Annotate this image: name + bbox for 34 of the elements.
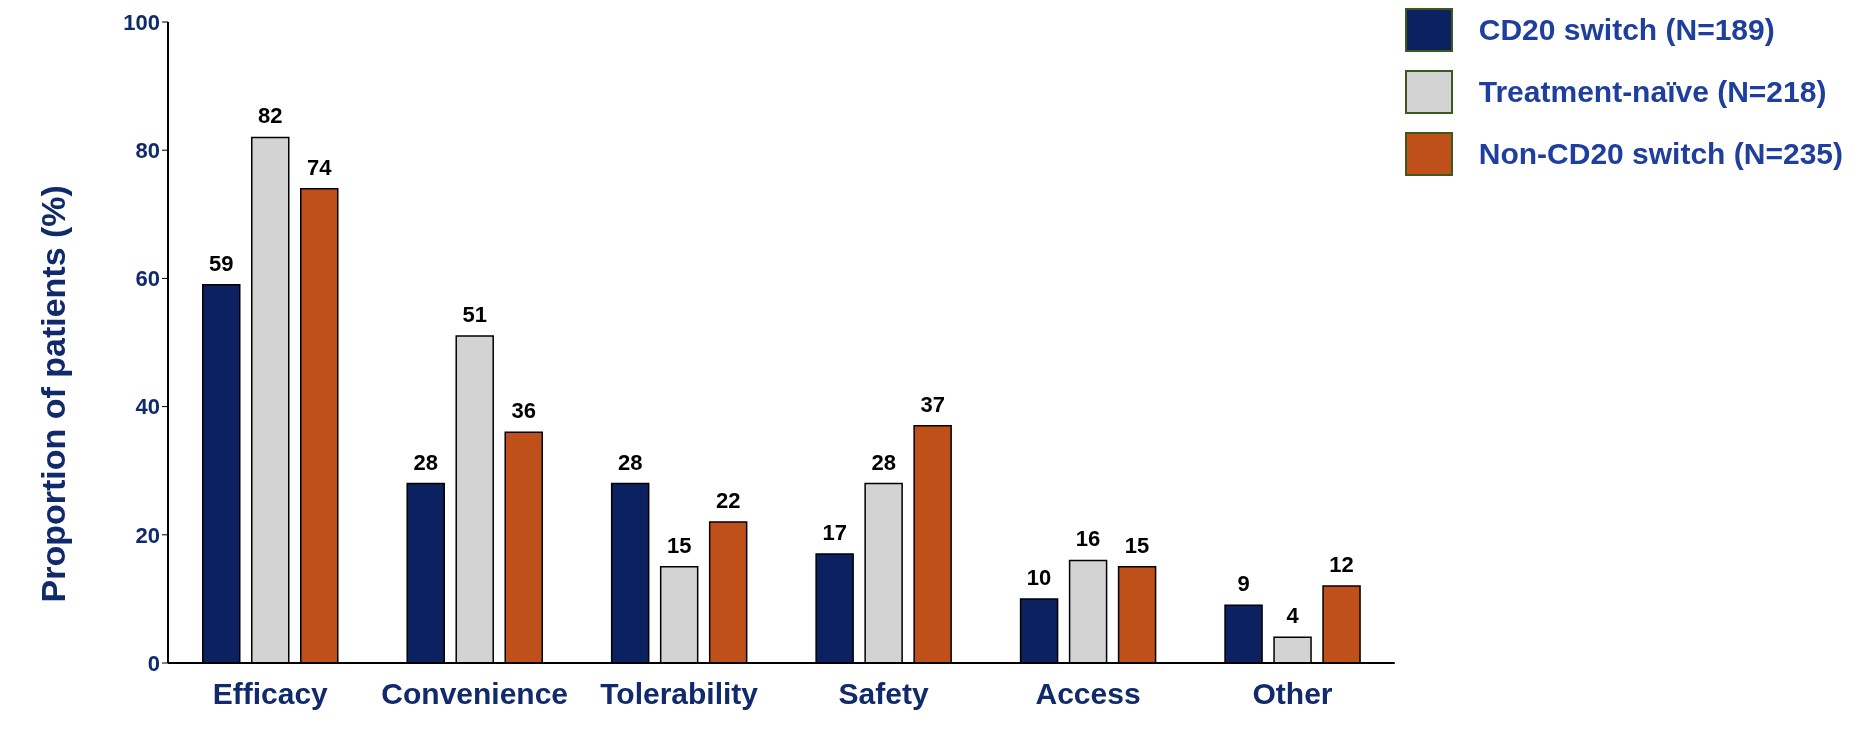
legend-label: Treatment-naïve (N=218) — [1478, 75, 1827, 109]
y-tick-label: 100 — [123, 9, 160, 35]
x-tick-label: Convenience — [381, 677, 569, 711]
y-tick-label: 60 — [135, 266, 160, 292]
data-label: 51 — [462, 302, 487, 328]
legend-label: CD20 switch (N=189) — [1478, 13, 1775, 47]
legend-label: Non-CD20 switch (N=235) — [1478, 137, 1843, 171]
y-axis-title: Proportion of patients (%) — [34, 185, 73, 603]
data-label: 22 — [715, 487, 741, 513]
y-tick-label: 0 — [147, 650, 160, 676]
data-label: 15 — [1124, 532, 1150, 558]
data-label: 36 — [511, 398, 536, 424]
x-tick-label: Safety — [838, 677, 929, 711]
data-label: 28 — [871, 449, 896, 475]
data-label: 15 — [666, 532, 692, 558]
x-tick-label: Other — [1252, 677, 1333, 711]
data-label: 10 — [1026, 564, 1052, 590]
x-tick-label: Efficacy — [212, 677, 329, 711]
data-label: 82 — [258, 103, 283, 129]
data-label: 17 — [822, 520, 847, 546]
data-label: 74 — [307, 154, 333, 180]
y-tick-label: 80 — [135, 138, 160, 164]
y-tick-label: 20 — [135, 522, 160, 548]
data-label: 4 — [1286, 603, 1300, 629]
data-label: 28 — [617, 449, 643, 475]
x-tick-label: Access — [1035, 677, 1141, 711]
data-label: 59 — [209, 250, 234, 276]
data-label: 9 — [1237, 571, 1250, 597]
data-label: 12 — [1329, 552, 1354, 578]
x-tick-label: Tolerability — [600, 677, 759, 711]
data-label: 16 — [1075, 526, 1101, 552]
data-label: 28 — [413, 449, 438, 475]
y-tick-label: 40 — [135, 394, 160, 420]
data-label: 37 — [920, 391, 945, 417]
